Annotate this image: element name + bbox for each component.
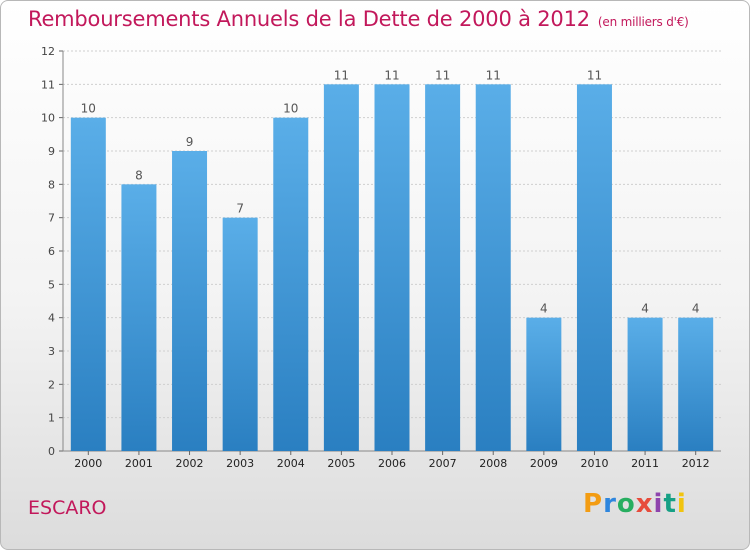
data-label-2001: 8 <box>135 168 143 182</box>
labels: 10 2000 8 2001 9 2002 7 2003 10 2004 11 2005 11 2006 1… <box>74 68 709 470</box>
y-tick-label: 6 <box>48 245 55 258</box>
bars <box>70 84 714 452</box>
y-tick-label: 11 <box>41 78 55 91</box>
chart-title: Remboursements Annuels de la Dette de 20… <box>28 7 689 31</box>
bar-2001 <box>121 184 157 452</box>
y-tick-label: 7 <box>48 212 55 225</box>
bar-2009 <box>526 317 562 451</box>
bar-2005 <box>323 84 359 451</box>
y-tick-label: 9 <box>48 145 55 158</box>
logo-letter: i <box>676 489 687 519</box>
bar-2004 <box>273 117 309 452</box>
bar-2012 <box>678 317 714 451</box>
bar-2003 <box>222 217 258 451</box>
data-label-2002: 9 <box>186 135 194 149</box>
data-label-2003: 7 <box>236 202 244 216</box>
data-label-2010: 11 <box>587 68 602 82</box>
bar-2006 <box>374 84 410 451</box>
y-tick-label: 4 <box>48 312 55 325</box>
y-tick-label: 12 <box>41 45 55 58</box>
data-label-2008: 11 <box>486 68 501 82</box>
logo-letter: P <box>583 489 604 519</box>
x-tick-label: 2007 <box>429 457 457 470</box>
x-tick-label: 2012 <box>682 457 710 470</box>
unit-label: (en milliers d'€) <box>597 15 689 29</box>
logo-letter: o <box>616 489 636 519</box>
x-tick-label: 2005 <box>327 457 355 470</box>
x-tick-label: 2003 <box>226 457 254 470</box>
logo-letter: x <box>635 489 654 519</box>
logo-letter: r <box>603 489 617 519</box>
data-label-2011: 4 <box>641 302 649 316</box>
y-tick-label: 3 <box>48 345 55 358</box>
logo-letter: t <box>663 489 677 519</box>
x-tick-label: 2010 <box>580 457 608 470</box>
x-tick-label: 2009 <box>530 457 558 470</box>
x-tick-label: 2000 <box>74 457 102 470</box>
bar-2011 <box>627 317 663 451</box>
y-tick-label: 0 <box>48 445 55 458</box>
bar-2010 <box>576 84 612 451</box>
bar-2000 <box>70 117 106 452</box>
y-tick-label: 2 <box>48 378 55 391</box>
y-tick-label: 8 <box>48 178 55 191</box>
bar-2007 <box>425 84 461 451</box>
data-label-2009: 4 <box>540 302 548 316</box>
location-name: ESCARO <box>28 497 107 519</box>
data-label-2012: 4 <box>692 302 700 316</box>
x-tick-label: 2011 <box>631 457 659 470</box>
data-label-2000: 10 <box>81 102 96 116</box>
bar-2008 <box>475 84 511 451</box>
data-label-2005: 11 <box>334 68 349 82</box>
y-tick-label: 5 <box>48 278 55 291</box>
bar-2002 <box>172 151 208 451</box>
title-text: Remboursements Annuels de la Dette de 20… <box>28 7 590 31</box>
proxiti-logo[interactable]: Proxiti <box>583 489 687 519</box>
x-tick-label: 2006 <box>378 457 406 470</box>
data-label-2004: 10 <box>283 102 298 116</box>
data-label-2007: 11 <box>435 68 450 82</box>
y-tick-label: 10 <box>41 112 55 125</box>
x-tick-label: 2002 <box>176 457 204 470</box>
data-label-2006: 11 <box>384 68 399 82</box>
logo-letter: i <box>653 489 664 519</box>
x-tick-label: 2001 <box>125 457 153 470</box>
x-tick-label: 2004 <box>277 457 305 470</box>
y-tick-label: 1 <box>48 412 55 425</box>
x-tick-label: 2008 <box>479 457 507 470</box>
